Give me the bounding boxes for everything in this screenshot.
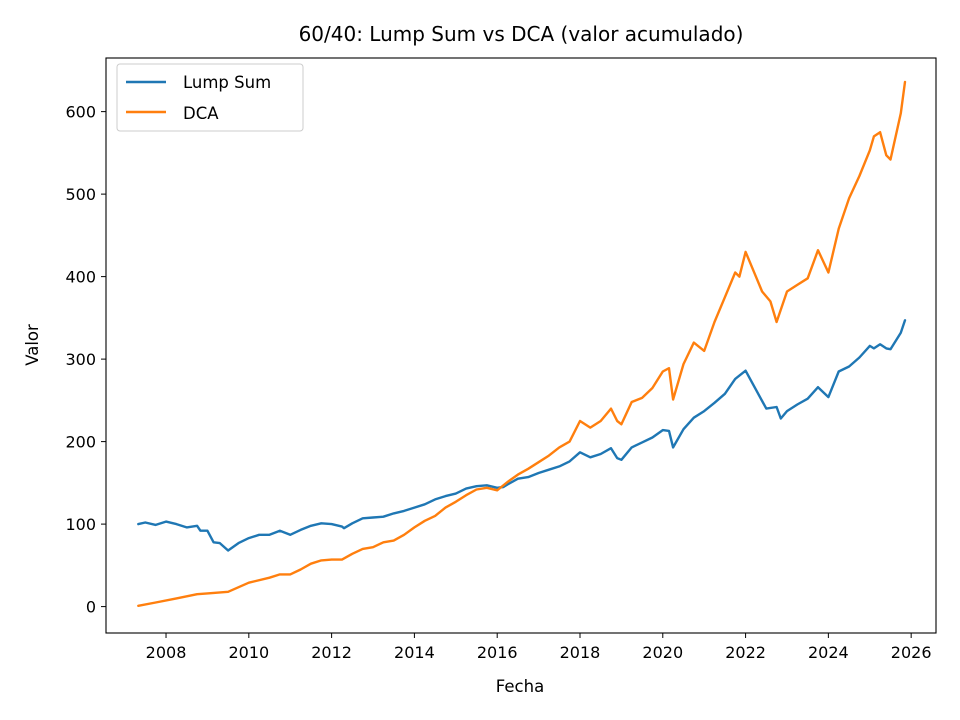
y-axis: 0 100 200 300 400 500 600: [65, 103, 106, 617]
y-tick-label: 0: [86, 598, 96, 617]
y-tick-label: 200: [65, 433, 96, 452]
legend: Lump Sum DCA: [116, 63, 304, 132]
x-tick-label: 2018: [560, 643, 601, 662]
series-lines: [137, 80, 907, 607]
x-axis: 2008 2010 2012 2014 2016 2018 2020 2022 2024 2026: [146, 633, 932, 662]
y-tick-label: 100: [65, 515, 96, 534]
x-tick-label: 2014: [394, 643, 435, 662]
y-axis-label: Valor: [23, 324, 42, 366]
x-tick-label: 2008: [146, 643, 187, 662]
x-tick-label: 2026: [891, 643, 932, 662]
plot-area: [105, 57, 937, 634]
y-tick-label: 600: [65, 103, 96, 122]
series-line-lump-sum: [137, 319, 907, 552]
series-line-dca: [137, 80, 907, 607]
y-tick-label: 400: [65, 268, 96, 287]
x-tick-label: 2010: [228, 643, 269, 662]
x-tick-label: 2016: [477, 643, 518, 662]
y-tick-label: 500: [65, 185, 96, 204]
x-tick-label: 2020: [642, 643, 683, 662]
chart-title: 60/40: Lump Sum vs DCA (valor acumulado): [299, 22, 744, 46]
legend-label-lump-sum: Lump Sum: [183, 73, 271, 92]
x-axis-label: Fecha: [496, 677, 544, 696]
y-tick-label: 300: [65, 350, 96, 369]
x-tick-label: 2024: [808, 643, 849, 662]
x-tick-label: 2022: [725, 643, 766, 662]
x-tick-label: 2012: [311, 643, 352, 662]
legend-label-dca: DCA: [183, 104, 219, 123]
